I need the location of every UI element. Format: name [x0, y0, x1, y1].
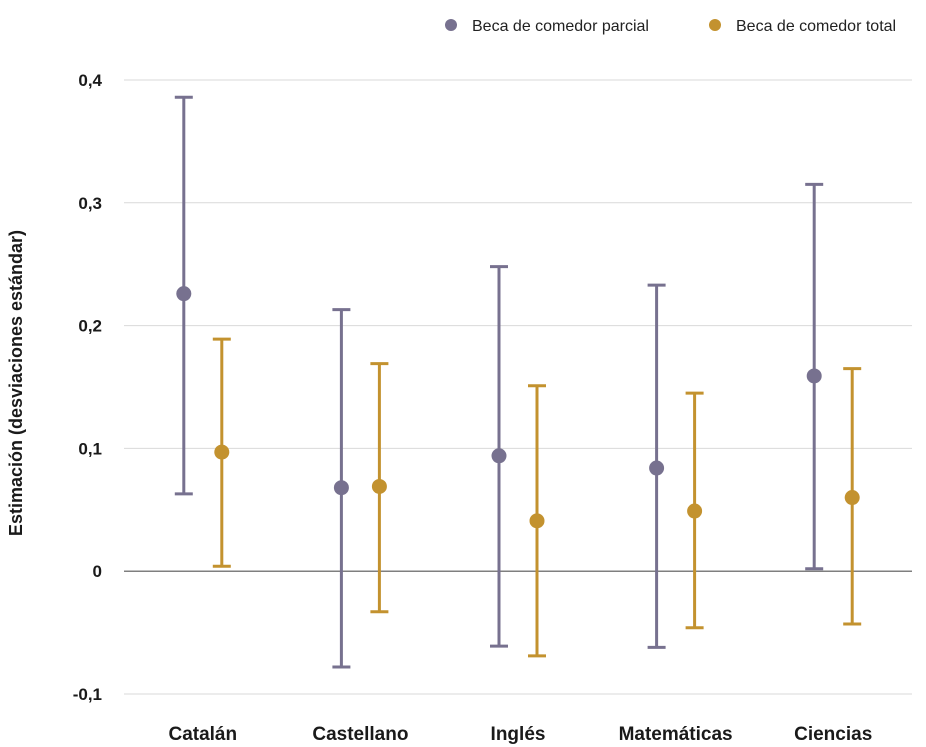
legend-marker: [445, 19, 457, 31]
data-point: [333, 480, 349, 496]
y-axis-title: Estimación (desviaciones estándar): [6, 230, 26, 536]
x-tick-label: Inglés: [491, 724, 546, 745]
y-axis-ticks: -0,1 0 0,1 0,2 0,3 0,4: [73, 71, 103, 704]
x-tick-label: Castellano: [312, 724, 408, 745]
data-point: [214, 444, 230, 460]
data-point: [176, 286, 192, 302]
gridlines: [124, 79, 912, 695]
x-tick-label: Matemáticas: [619, 724, 733, 745]
data-point: [649, 460, 665, 476]
series-layer: [174, 95, 862, 669]
y-tick-label: 0: [93, 562, 102, 581]
series-1: [174, 95, 824, 669]
data-point: [687, 503, 703, 519]
legend-marker: [709, 19, 721, 31]
legend-item-2: Beca de comedor total: [709, 18, 896, 35]
y-tick-label: 0,1: [78, 439, 102, 458]
series-2: [212, 337, 862, 658]
data-point: [371, 478, 387, 494]
data-point: [529, 513, 545, 529]
data-point: [806, 368, 822, 384]
y-tick-label: -0,1: [73, 685, 102, 704]
legend-label: Beca de comedor total: [736, 18, 896, 35]
x-tick-label: Ciencias: [794, 724, 872, 745]
legend-item-1: Beca de comedor parcial: [445, 18, 649, 35]
y-tick-label: 0,2: [78, 317, 102, 336]
x-tick-label: Catalán: [168, 724, 237, 745]
x-axis-ticks: Catalán Castellano Inglés Matemáticas Cienci…: [168, 724, 872, 745]
data-point: [491, 448, 507, 464]
legend: Beca de comedor parcial Beca de comedor t…: [445, 18, 896, 35]
legend-label: Beca de comedor parcial: [472, 18, 649, 35]
data-point: [844, 490, 860, 506]
y-tick-label: 0,4: [78, 71, 102, 90]
y-tick-label: 0,3: [78, 194, 102, 213]
